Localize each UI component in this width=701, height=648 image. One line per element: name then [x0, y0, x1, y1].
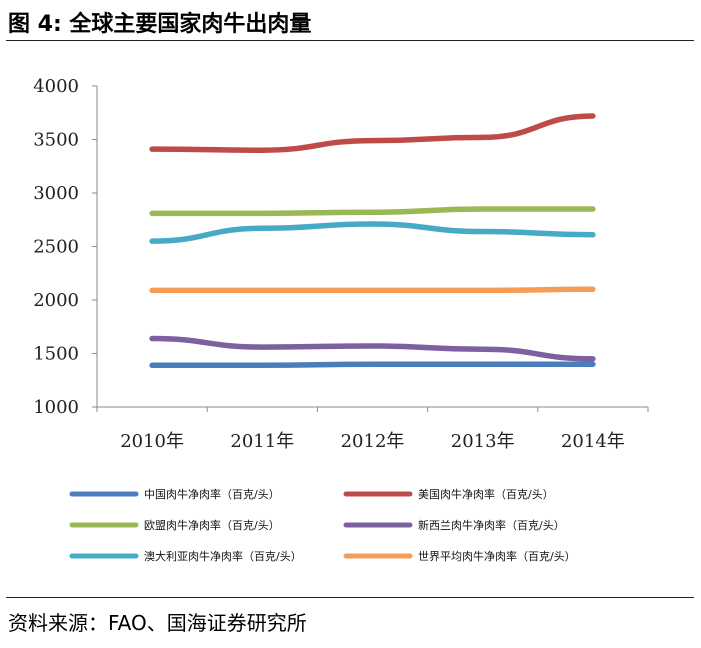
x-tick-label: 2011年 — [230, 431, 294, 452]
y-tick-label: 3500 — [33, 130, 79, 151]
series-lines — [149, 113, 596, 369]
x-tick-label: 2014年 — [561, 431, 625, 452]
x-tick-label: 2012年 — [341, 431, 405, 452]
y-tick-label: 1500 — [33, 344, 79, 365]
legend-label: 欧盟肉牛净肉率（百克/头） — [144, 518, 280, 532]
y-tick-label: 1000 — [33, 397, 79, 418]
x-tick-labels: 2010年 2011年 2012年 2013年 2014年 — [96, 407, 649, 452]
series-line — [149, 113, 596, 153]
legend-label: 新西兰肉牛净肉率（百克/头） — [418, 518, 565, 532]
top-rule — [6, 40, 694, 41]
x-tick-label: 2013年 — [451, 431, 515, 452]
series-line — [149, 221, 596, 244]
series-line — [149, 286, 596, 294]
y-tick-label: 2000 — [33, 290, 79, 311]
legend: 中国肉牛净肉率（百克/头） 美国肉牛净肉率（百克/头） 欧盟肉牛净肉率（百克/头） 新… — [69, 487, 576, 563]
source-note: 资料来源：FAO、国海证券研究所 — [8, 611, 307, 635]
x-tick-label: 2010年 — [120, 431, 184, 452]
series-line — [149, 206, 596, 217]
legend-label: 世界平均肉牛净肉率（百克/头） — [418, 549, 576, 563]
figure-title: 图 4: 全球主要国家肉牛出肉量 — [8, 12, 312, 37]
y-tick-labels: 1000 1500 2000 2500 3000 3500 4000 — [33, 76, 97, 418]
bottom-rule — [6, 597, 694, 598]
series-line — [149, 335, 596, 362]
y-tick-label: 4000 — [33, 76, 79, 97]
legend-label: 中国肉牛净肉率（百克/头） — [144, 487, 280, 501]
y-tick-label: 3000 — [33, 183, 79, 204]
y-tick-label: 2500 — [33, 237, 79, 258]
legend-label: 澳大利亚肉牛净肉率（百克/头） — [144, 549, 302, 563]
series-line — [149, 361, 596, 369]
legend-label: 美国肉牛净肉率（百克/头） — [418, 487, 554, 501]
